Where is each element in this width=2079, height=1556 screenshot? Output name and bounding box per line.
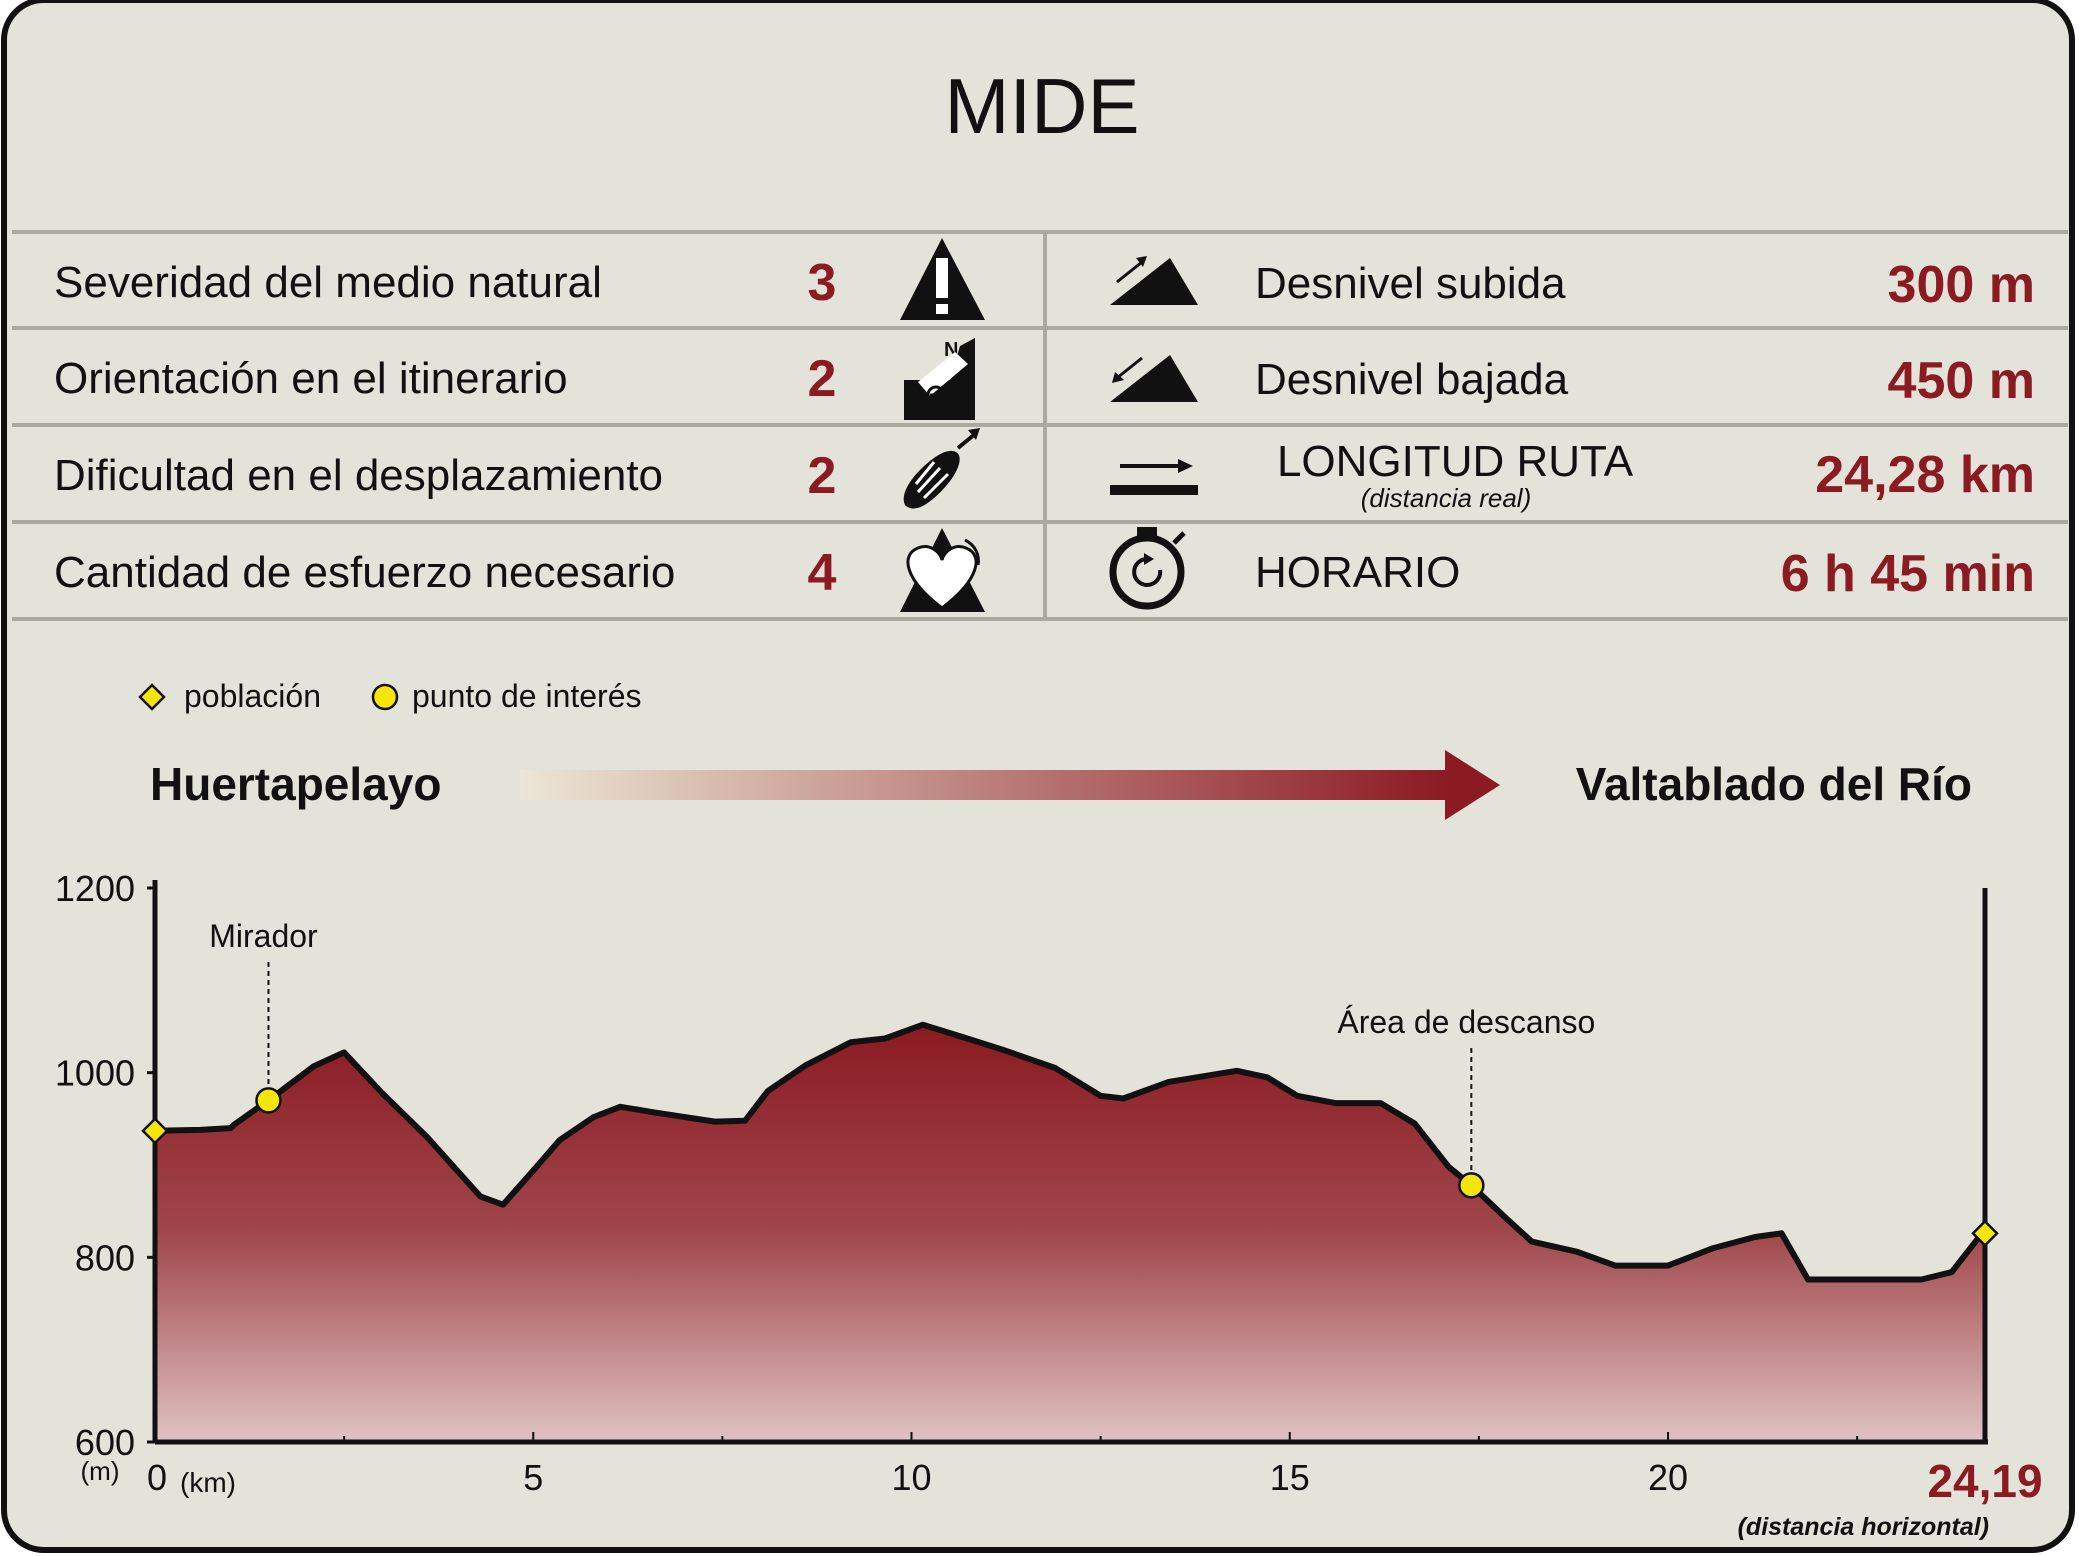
- footprint-icon: [903, 428, 980, 509]
- stat-label: HORARIO: [1255, 548, 1460, 597]
- stat-label: Desnivel subida: [1255, 259, 1566, 308]
- elevation-profile-chart: 600 800 1000 1200 0 5 10 15 20 Mirador Área de de…: [55, 868, 2043, 1541]
- legend-town-label: población: [184, 678, 321, 714]
- mide-label: Dificultad en el desplazamiento: [54, 451, 663, 500]
- route-arrow-head: [1445, 750, 1500, 820]
- x-tick-label: 5: [523, 1457, 543, 1498]
- stat-row-horario: HORARIO 6 h 45 min: [1109, 527, 2035, 610]
- x-axis-unit: (km): [180, 1467, 236, 1498]
- x-end-note: (distancia horizontal): [1738, 1513, 1989, 1541]
- y-tick-label: 800: [75, 1237, 135, 1278]
- mide-value: 2: [808, 350, 837, 408]
- stat-value: 450 m: [1888, 352, 2035, 410]
- x-tick-label: 20: [1648, 1457, 1688, 1498]
- y-tick-label: 600: [75, 1422, 135, 1463]
- poi-marker: [255, 1087, 282, 1114]
- stat-label: Desnivel bajada: [1255, 355, 1569, 404]
- stat-sublabel: (distancia real): [1361, 483, 1532, 513]
- legend-town-marker: [138, 683, 166, 711]
- x-tick-label: 0: [147, 1457, 167, 1498]
- y-tick-label: 1000: [55, 1053, 135, 1094]
- mide-label: Cantidad de esfuerzo necesario: [54, 548, 675, 597]
- legend-poi-label: punto de interés: [412, 678, 642, 714]
- town-marker: [1971, 1219, 1999, 1248]
- elevation-line: [154, 1021, 1985, 1283]
- town-marker: [141, 1117, 169, 1145]
- x-end-label: 24,19: [1927, 1455, 2042, 1507]
- stat-value: 24,28 km: [1815, 446, 2035, 504]
- stopwatch-icon: [1109, 527, 1186, 610]
- alert-mountain-icon: [900, 238, 985, 320]
- table-grid: [12, 230, 2068, 621]
- distance-icon: [1110, 459, 1198, 495]
- mide-row-esfuerzo: Cantidad de esfuerzo necesario 4: [54, 528, 985, 612]
- route-start: Huertapelayo: [150, 758, 441, 810]
- mide-value: 3: [808, 254, 837, 312]
- mide-row-orientacion: Orientación en el itinerario 2 N: [54, 338, 975, 420]
- route-direction: Huertapelayo Valtablado del Río: [150, 750, 1972, 820]
- x-tick-label: 10: [891, 1457, 931, 1498]
- mide-row-severidad: Severidad del medio natural 3: [54, 238, 985, 320]
- route-end: Valtablado del Río: [1576, 758, 1972, 810]
- mide-label: Orientación en el itinerario: [54, 354, 568, 403]
- route-arrow-shaft: [520, 770, 1450, 800]
- ascent-icon: [1110, 256, 1198, 305]
- heart-mountain-icon: [900, 528, 985, 612]
- mide-row-dificultad: Dificultad en el desplazamiento 2: [54, 428, 980, 509]
- y-axis-unit: (m): [81, 1456, 120, 1486]
- page-title: MIDE: [945, 62, 1140, 150]
- stat-row-bajada: Desnivel bajada 450 m: [1110, 352, 2035, 410]
- elevation-area: [155, 1024, 1985, 1442]
- mide-label: Severidad del medio natural: [54, 258, 602, 307]
- mide-value: 4: [808, 544, 837, 602]
- legend-poi-marker: [371, 683, 399, 711]
- descent-icon: [1110, 355, 1198, 402]
- stat-row-longitud: LONGITUD RUTA (distancia real) 24,28 km: [1110, 437, 2035, 513]
- stat-row-subida: Desnivel subida 300 m: [1110, 256, 2035, 314]
- legend: población punto de interés: [138, 678, 642, 714]
- stat-label: LONGITUD RUTA: [1277, 437, 1634, 486]
- stat-value: 300 m: [1888, 256, 2035, 314]
- compass-orientation-icon: N: [904, 338, 975, 420]
- poi-label: Mirador: [209, 918, 318, 954]
- stat-value: 6 h 45 min: [1781, 545, 2035, 603]
- x-tick-label: 15: [1270, 1457, 1310, 1498]
- y-tick-label: 1200: [55, 868, 135, 909]
- mide-value: 2: [808, 447, 837, 505]
- poi-label: Área de descanso: [1337, 1004, 1595, 1040]
- poi-marker: [1458, 1172, 1485, 1199]
